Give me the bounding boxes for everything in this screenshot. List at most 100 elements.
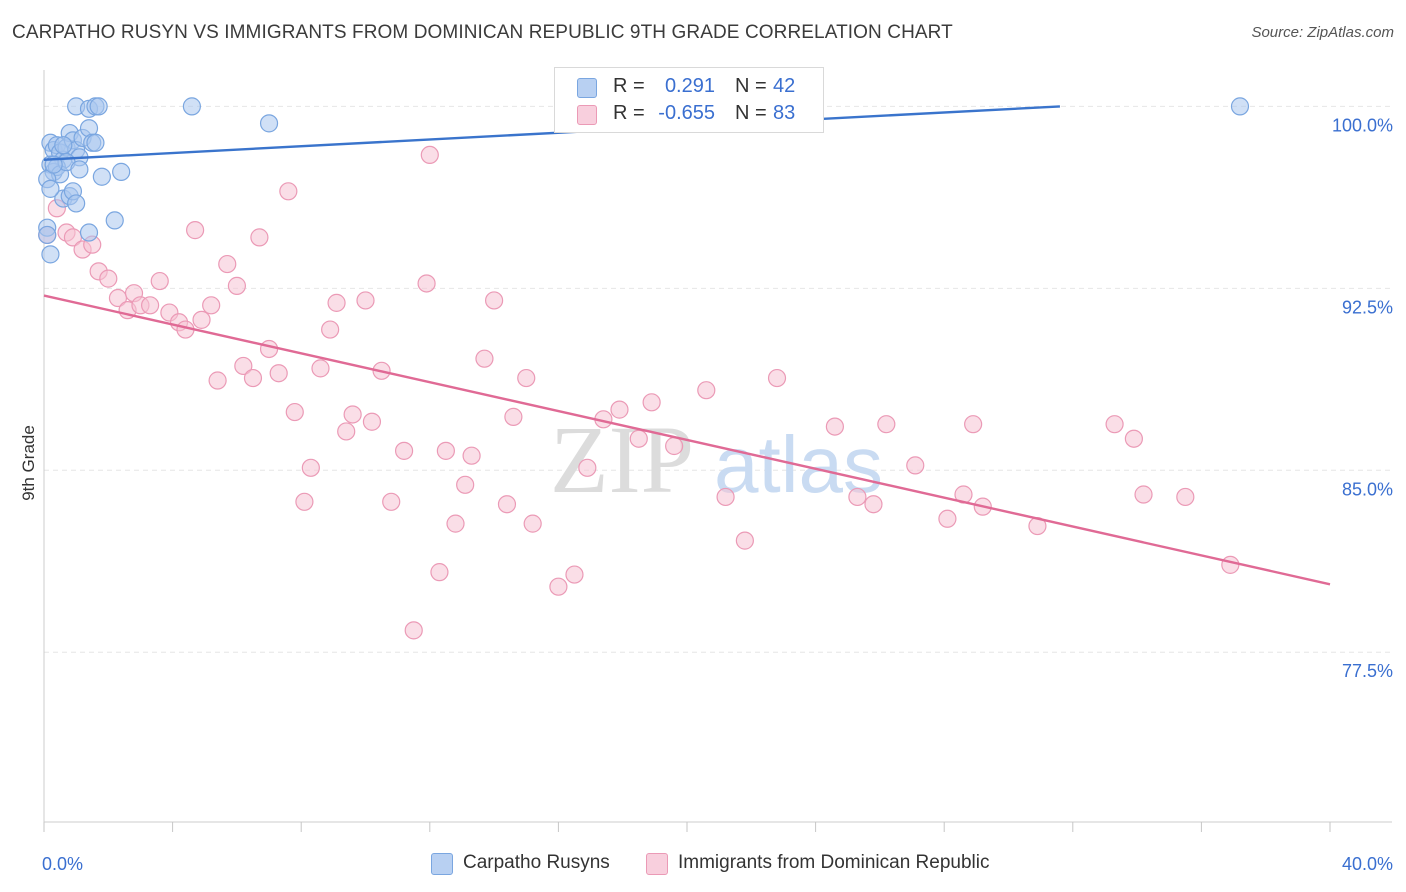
data-point (92, 167, 111, 186)
legend-swatch-pink (646, 853, 668, 875)
data-point (327, 293, 346, 312)
y-tick-label: 77.5% (1342, 661, 1393, 681)
data-point (642, 393, 661, 412)
data-point (285, 402, 304, 422)
data-point (462, 446, 481, 465)
data-point (404, 621, 423, 640)
watermark-zip: ZIP (550, 406, 694, 513)
data-point (497, 495, 517, 514)
data-point (1124, 429, 1143, 448)
data-point (89, 97, 108, 116)
stats-row-carpatho: R = 0.291 N = 42 (555, 74, 823, 100)
r-label: R = (613, 75, 645, 97)
data-point (906, 456, 925, 475)
data-point (112, 162, 131, 181)
n-label: N = (735, 102, 767, 124)
data-point (517, 368, 536, 388)
data-point (697, 381, 716, 400)
data-point (629, 429, 648, 448)
n-value: 42 (773, 75, 796, 97)
data-point (436, 441, 455, 460)
data-point (243, 368, 263, 388)
stats-legend: R = 0.291 N = 42 R = -0.655 N = 83 (554, 67, 824, 133)
source-note: Source: ZipAtlas.com (1251, 24, 1394, 41)
data-point (67, 194, 86, 213)
legend-swatch-blue (577, 78, 597, 98)
data-point (394, 441, 414, 460)
data-point (70, 160, 89, 179)
data-point (202, 296, 221, 315)
data-point (1221, 555, 1240, 574)
n-value: 83 (773, 102, 796, 124)
chart-title: CARPATHO RUSYN VS IMMIGRANTS FROM DOMINI… (12, 22, 953, 43)
series-immigrants-dominican-points (38, 145, 1240, 640)
series-carpatho-rusyns-points (38, 97, 1250, 264)
data-point (877, 415, 896, 434)
data-point (150, 271, 169, 291)
data-point (86, 133, 105, 152)
data-point (735, 531, 754, 550)
data-point (227, 276, 246, 295)
data-point (767, 368, 787, 388)
data-point (218, 254, 237, 274)
data-point (964, 415, 983, 434)
data-point (356, 291, 375, 310)
data-point (41, 179, 60, 198)
data-point (311, 359, 330, 378)
data-point (1105, 415, 1124, 434)
data-point (420, 145, 439, 165)
data-point (343, 405, 362, 424)
axes (43, 70, 1392, 832)
data-point (41, 245, 60, 264)
data-point (259, 114, 279, 133)
data-point (456, 475, 475, 494)
data-point (208, 371, 227, 390)
r-value: -0.655 (658, 102, 715, 124)
data-point (382, 492, 401, 511)
trend-lines (43, 105, 1331, 586)
data-point (186, 221, 205, 240)
data-point (665, 436, 684, 456)
tick-labels: 100.0% 92.5% 85.0% 77.5% 0.0% 40.0% (42, 115, 1393, 874)
data-point (504, 407, 523, 426)
data-point (485, 291, 504, 310)
data-point (1230, 97, 1250, 116)
data-point (105, 211, 124, 230)
data-point (337, 422, 356, 441)
data-point (430, 563, 449, 582)
data-point (549, 577, 568, 596)
r-value: 0.291 (664, 75, 715, 97)
data-point (99, 269, 118, 288)
legend-label: Carpatho Rusyns (463, 852, 610, 873)
data-point (54, 136, 73, 155)
data-point (182, 97, 201, 116)
data-point (279, 182, 298, 201)
y-tick-label: 100.0% (1332, 115, 1393, 135)
x-tick-label: 40.0% (1342, 854, 1393, 874)
data-point (864, 495, 883, 514)
data-point (417, 274, 436, 293)
data-point (192, 310, 211, 329)
data-point (38, 225, 57, 245)
data-point (523, 514, 542, 533)
data-point (938, 509, 957, 528)
data-point (259, 339, 279, 359)
data-point (295, 492, 314, 511)
watermark: ZIP atlas (550, 406, 883, 513)
data-point (79, 223, 99, 242)
data-point (578, 458, 597, 477)
legend-swatch-blue (431, 853, 453, 875)
data-point (1176, 487, 1195, 507)
legend-swatch-pink (577, 105, 597, 125)
data-point (1134, 485, 1153, 504)
data-point (825, 417, 844, 436)
stats-row-dominican: R = -0.655 N = 83 (555, 101, 823, 127)
data-point (140, 296, 160, 315)
x-tick-label: 0.0% (42, 854, 83, 874)
trend-line (43, 105, 1061, 161)
data-point (301, 458, 320, 477)
data-point (716, 487, 735, 507)
legend-label: Immigrants from Dominican Republic (678, 852, 990, 873)
series-legend: Carpatho Rusyns Immigrants from Dominica… (0, 851, 1406, 877)
